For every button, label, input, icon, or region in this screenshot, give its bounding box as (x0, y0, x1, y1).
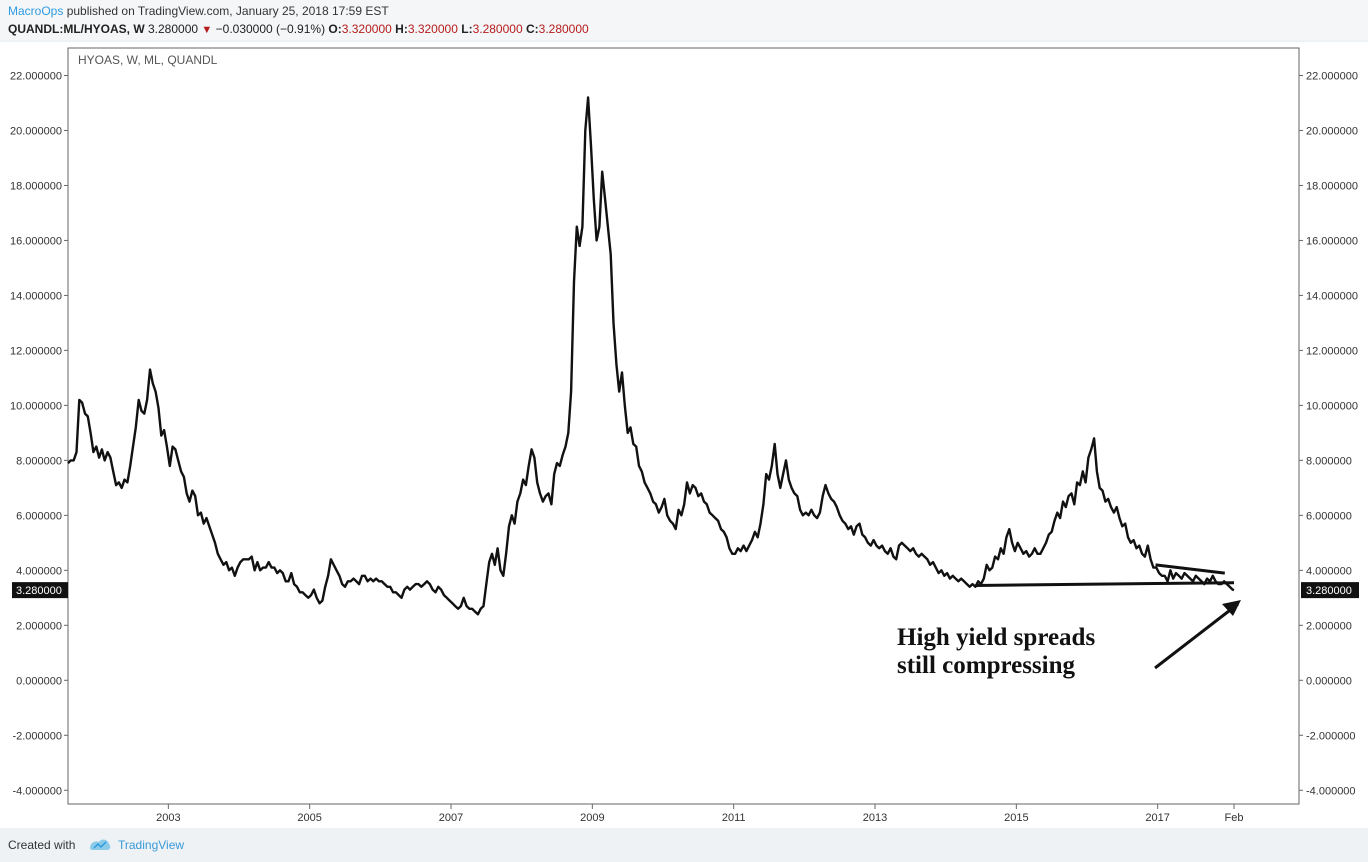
x-tick-label: 2011 (722, 812, 746, 824)
last-value-box-left (12, 582, 68, 599)
open-label: O: (328, 22, 342, 36)
last-price: 3.280000 (148, 22, 199, 36)
y-tick-label-right: 2.000000 (1306, 620, 1352, 632)
y-tick-label-right: 22.000000 (1306, 70, 1358, 82)
last-value-label-left: 3.280000 (16, 585, 62, 597)
x-axis: 2003 2005 2007 2009 2011 2013 2015 2017 Feb (156, 804, 1243, 824)
y-tick-label-left: 12.000000 (10, 345, 62, 357)
y-tick-label-right: 16.000000 (1306, 235, 1358, 247)
chart-header: MacroOps published on TradingView.com, J… (0, 0, 1368, 40)
tradingview-brand[interactable]: TradingView (118, 838, 185, 852)
low-value: 3.280000 (472, 22, 523, 36)
publish-line: MacroOps published on TradingView.com, J… (8, 4, 389, 18)
x-tick-label: 2003 (156, 812, 180, 824)
chart-area[interactable]: 22.000000 20.000000 18.000000 16.000000 14.0… (0, 42, 1368, 828)
y-tick-label-left: 4.000000 (16, 565, 62, 577)
y-tick-label-right: 18.000000 (1306, 180, 1358, 192)
plot-frame (67, 47, 1300, 805)
symbol-name: QUANDL:ML/HYOAS, W (8, 22, 145, 36)
y-tick-label-right: 4.000000 (1306, 565, 1352, 577)
x-tick-label: 2015 (1004, 812, 1028, 824)
x-tick-label: 2017 (1145, 812, 1169, 824)
y-tick-label-right: 6.000000 (1306, 510, 1352, 522)
y-tick-label-right: 8.000000 (1306, 455, 1352, 467)
created-with-text: Created with (8, 838, 76, 852)
y-tick-label-left: -2.000000 (12, 730, 62, 742)
last-value-marker-right: 3.280000 (1301, 582, 1359, 599)
annotation-line-2: still compressing (897, 652, 1076, 679)
footer: Created with TradingView (0, 830, 1368, 862)
author-link[interactable]: MacroOps (8, 4, 64, 18)
high-value: 3.320000 (407, 22, 458, 36)
y-tick-label-right: 0.000000 (1306, 675, 1352, 687)
x-tick-label: 2005 (297, 812, 321, 824)
y-tick-label-left: 8.000000 (16, 455, 62, 467)
line-chart[interactable]: 22.000000 20.000000 18.000000 16.000000 14.0… (0, 42, 1368, 828)
tradingview-logo-icon[interactable] (88, 836, 112, 854)
y-axis-right: 22.000000 20.000000 18.000000 16.000000 14.0… (1299, 70, 1358, 797)
y-tick-label-right: 10.000000 (1306, 400, 1358, 412)
y-tick-label-left: 2.000000 (16, 620, 62, 632)
y-tick-label-left: 6.000000 (16, 510, 62, 522)
y-tick-label-right: -2.000000 (1306, 730, 1356, 742)
y-tick-label-left: 0.000000 (16, 675, 62, 687)
last-value-label-right: 3.280000 (1306, 585, 1352, 597)
y-tick-label-right: 12.000000 (1306, 345, 1358, 357)
y-tick-label-left: 16.000000 (10, 235, 62, 247)
close-value: 3.280000 (538, 22, 589, 36)
annotation-arrow (1154, 600, 1241, 670)
x-tick-label: 2009 (580, 812, 604, 824)
price-change: −0.030000 (−0.91%) (215, 22, 326, 36)
trendline (975, 581, 1235, 587)
y-tick-label-left: 10.000000 (10, 400, 62, 412)
series-legend: HYOAS, W, ML, QUANDL (78, 53, 218, 67)
y-tick-label-left: 14.000000 (10, 290, 62, 302)
low-label: L: (461, 22, 473, 36)
series-line (67, 96, 1235, 616)
y-axis-left: 22.000000 20.000000 18.000000 16.000000 14.0… (10, 70, 68, 797)
y-tick-label-left: 22.000000 (10, 70, 62, 82)
annotation-line-1: High yield spreads (897, 624, 1095, 651)
y-tick-label-right: 20.000000 (1306, 125, 1358, 137)
x-tick-label: 2007 (439, 812, 463, 824)
x-tick-label: 2013 (863, 812, 887, 824)
y-tick-label-left: 18.000000 (10, 180, 62, 192)
y-tick-label-left: 20.000000 (10, 125, 62, 137)
close-label: C: (525, 22, 539, 36)
last-value-marker-left: 3.280000 (12, 582, 68, 599)
open-value: 3.320000 (341, 22, 392, 36)
trendline (1155, 563, 1225, 575)
y-tick-label-right: 14.000000 (1306, 290, 1358, 302)
trendlines (975, 563, 1235, 587)
publish-text: published on TradingView.com, January 25… (66, 4, 389, 18)
x-tick-label: Feb (1225, 812, 1244, 824)
down-triangle-icon: ▼ (201, 24, 213, 36)
y-tick-label-left: -4.000000 (12, 785, 62, 797)
symbol-line: QUANDL:ML/HYOAS, W 3.280000 ▼ −0.030000 … (8, 22, 589, 36)
y-tick-label-right: -4.000000 (1306, 785, 1356, 797)
high-label: H: (395, 22, 408, 36)
last-value-box-right (1301, 582, 1359, 599)
